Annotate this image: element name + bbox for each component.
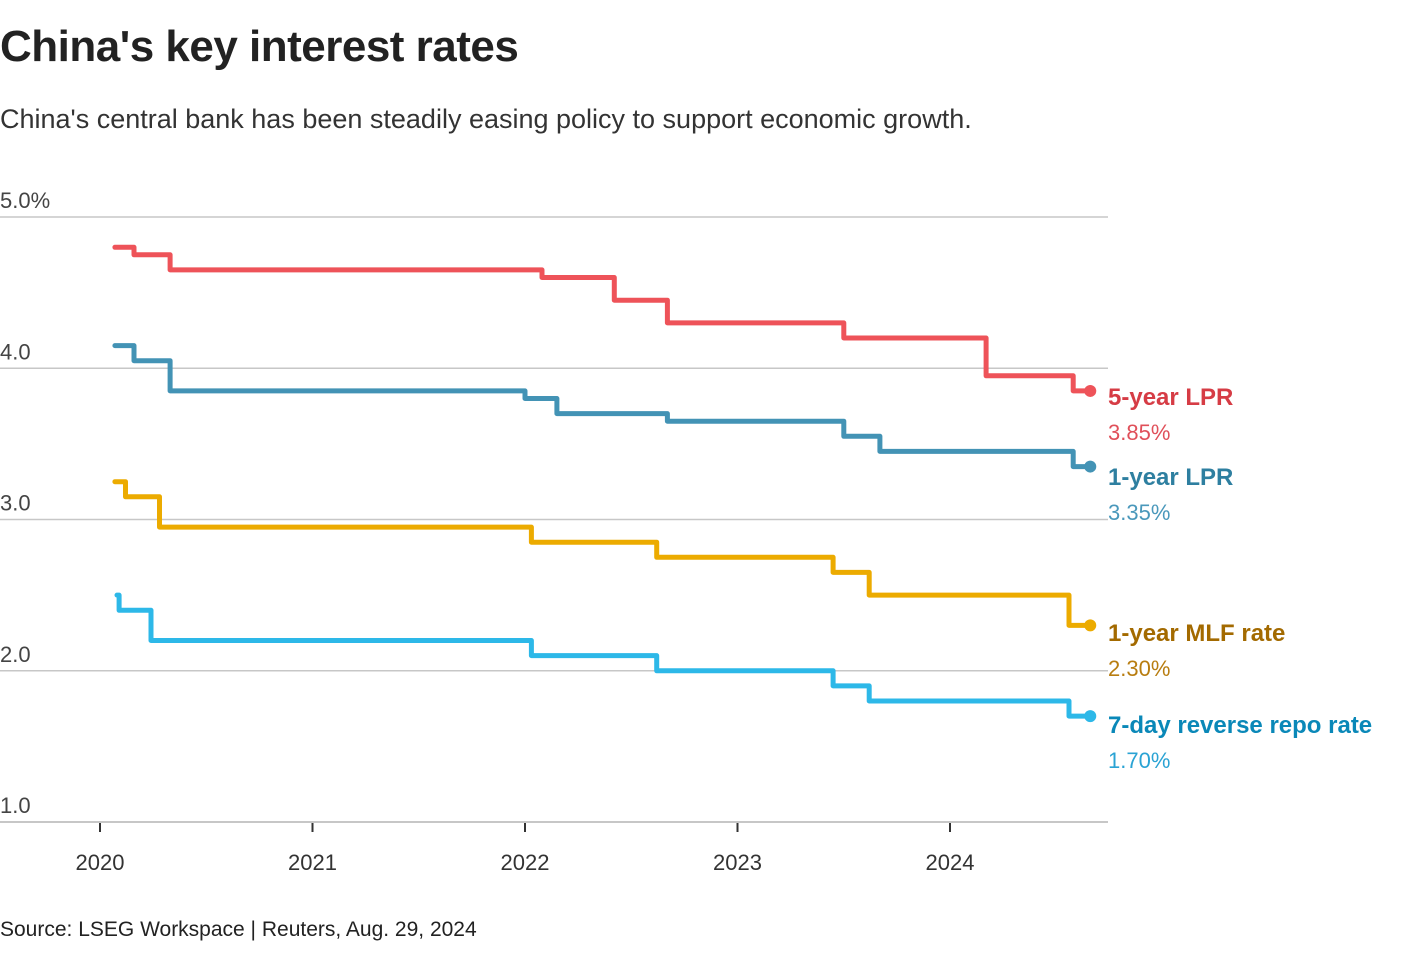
series-label-7-day-reverse-repo-rate: 7-day reverse repo rate bbox=[1108, 712, 1372, 739]
x-tick-label: 2023 bbox=[713, 850, 762, 875]
series-label-1-year-lpr: 1-year LPR bbox=[1108, 464, 1233, 491]
end-point-marker-5-year-lpr bbox=[1084, 384, 1097, 397]
y-tick-label: 2.0 bbox=[0, 642, 31, 667]
x-tick-label: 2021 bbox=[288, 850, 337, 875]
series-value-1-year-mlf-rate: 2.30% bbox=[1108, 656, 1170, 681]
series-value-7-day-reverse-repo-rate: 1.70% bbox=[1108, 748, 1170, 773]
chart-title: China's key interest rates bbox=[0, 22, 519, 71]
y-tick-label: 1.0 bbox=[0, 793, 31, 818]
y-tick-label: 3.0 bbox=[0, 491, 31, 516]
series-lines bbox=[112, 244, 1097, 723]
series-line-7-day-reverse-repo-rate bbox=[114, 592, 1093, 719]
series-label-1-year-mlf-rate: 1-year MLF rate bbox=[1108, 620, 1285, 647]
x-tick-label: 2022 bbox=[501, 850, 550, 875]
end-point-marker-1-year-mlf-rate bbox=[1084, 619, 1097, 632]
series-label-5-year-lpr: 5-year LPR bbox=[1108, 384, 1233, 411]
y-tick-label: 4.0 bbox=[0, 339, 31, 364]
source-note: Source: LSEG Workspace | Reuters, Aug. 2… bbox=[0, 918, 477, 941]
end-point-marker-1-year-lpr bbox=[1084, 460, 1097, 473]
series-labels: 5-year LPR 3.85% 1-year LPR 3.35% 1-year MLF… bbox=[1108, 384, 1372, 773]
x-axis: 2020 2021 2022 2023 2024 bbox=[76, 823, 975, 875]
series-value-5-year-lpr: 3.85% bbox=[1108, 420, 1170, 445]
series-line-1-year-mlf-rate bbox=[112, 479, 1093, 628]
chart-subtitle: China's central bank has been steadily e… bbox=[0, 104, 972, 134]
x-tick-label: 2024 bbox=[926, 850, 975, 875]
y-axis: 5.0% 4.0 3.0 2.0 1.0 bbox=[0, 188, 50, 818]
end-point-marker-7-day-reverse-repo-rate bbox=[1084, 710, 1097, 723]
gridlines bbox=[0, 216, 1108, 823]
x-tick-label: 2020 bbox=[76, 850, 125, 875]
series-line-1-year-lpr bbox=[112, 343, 1093, 470]
y-tick-label: 5.0% bbox=[0, 188, 50, 213]
series-value-1-year-lpr: 3.35% bbox=[1108, 500, 1170, 525]
series-line-5-year-lpr bbox=[112, 244, 1093, 394]
